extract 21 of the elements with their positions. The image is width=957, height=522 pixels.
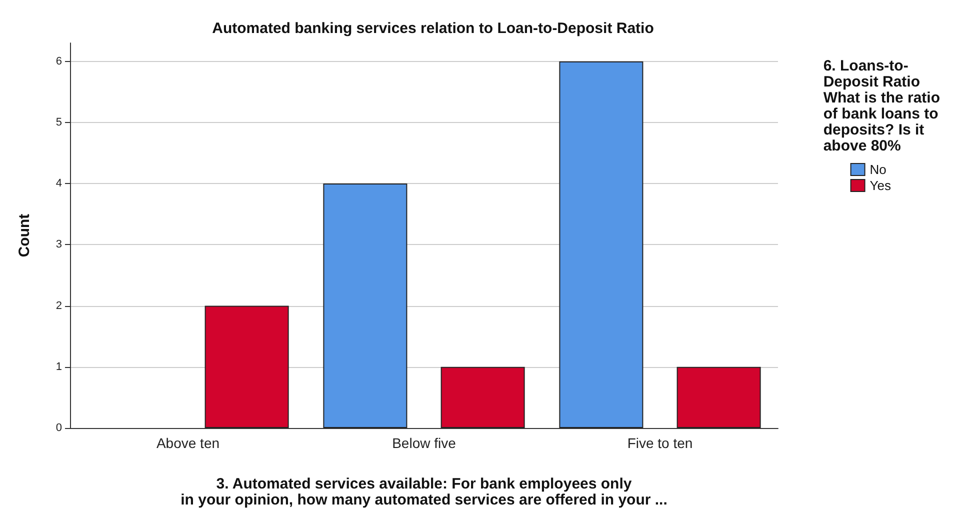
bar <box>676 366 761 428</box>
y-tick-label: 0 <box>56 422 62 434</box>
y-tick-label: 3 <box>56 238 62 251</box>
bar <box>323 184 408 428</box>
y-tick-label: 6 <box>56 55 62 68</box>
x-tick-label: Below five <box>392 435 456 451</box>
x-tick-label: Five to ten <box>627 435 693 451</box>
y-tick-label: 4 <box>56 178 62 190</box>
legend-label: No <box>870 162 886 177</box>
x-tick-label: Above ten <box>156 435 220 451</box>
bar <box>440 366 525 428</box>
legend-title: 6. Loans-to- Deposit Ratio What is the ratio of bank loans to deposits? Is it above 80% <box>823 58 940 154</box>
y-tick-label: 2 <box>56 300 62 312</box>
y-tick-label: 1 <box>56 360 62 373</box>
x-axis-title: 3. Automated services available: For bank employees only in your opinion, how many automated services are offered in your ... <box>180 476 668 508</box>
chart-title: Automated banking services relation to Loan-to-Deposit Ratio <box>212 20 654 37</box>
bar <box>559 61 644 428</box>
bar <box>204 306 289 428</box>
legend-label: Yes <box>870 178 892 193</box>
y-tick-label: 5 <box>56 116 62 128</box>
y-axis-title: Count <box>16 214 33 258</box>
